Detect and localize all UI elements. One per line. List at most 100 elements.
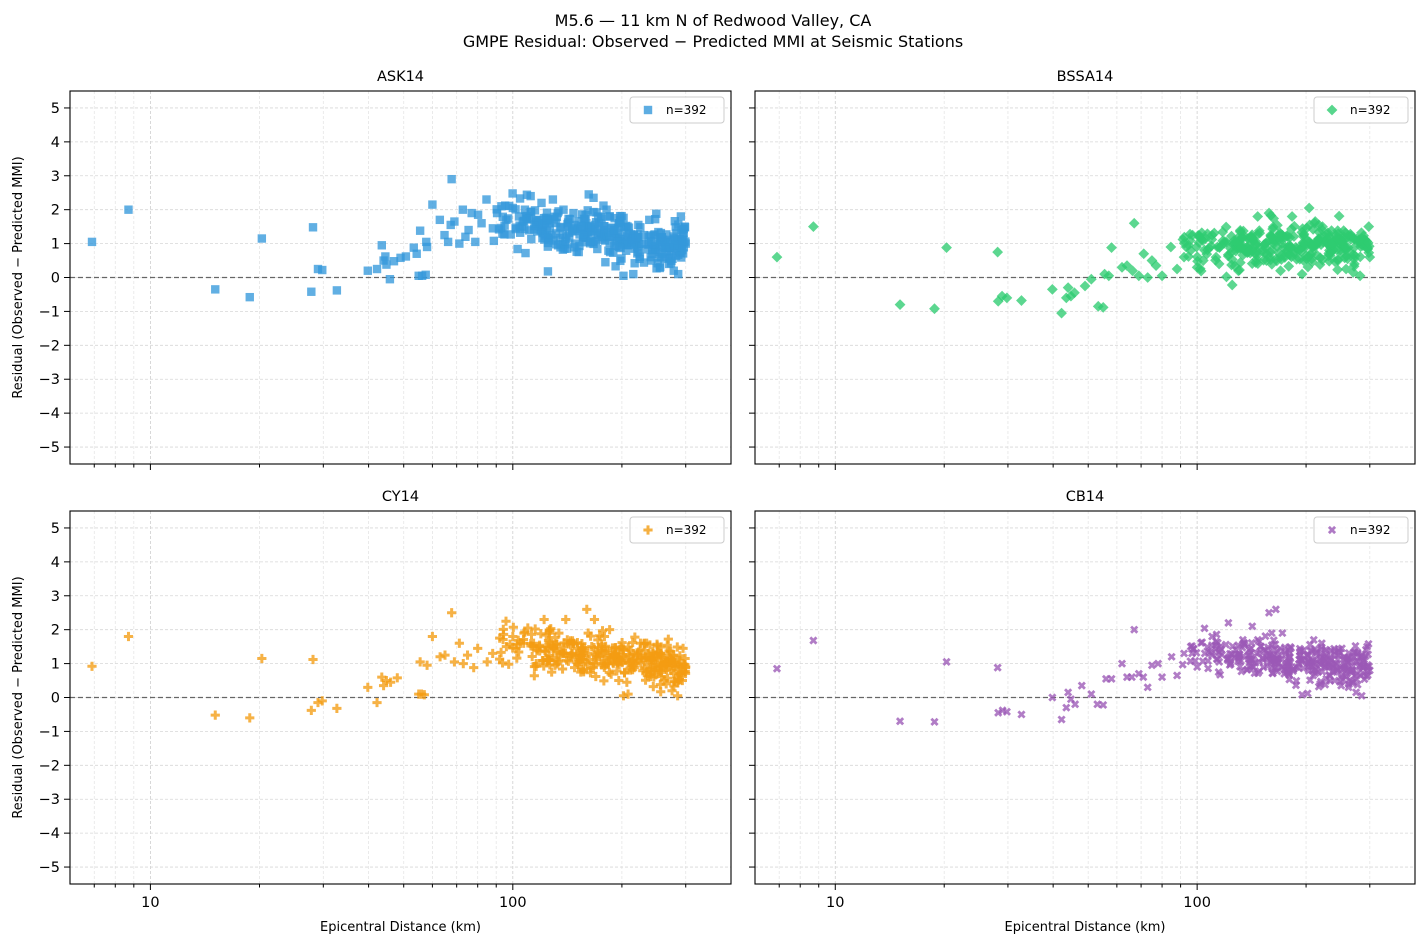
data-point: [1060, 292, 1072, 304]
data-point: [1333, 210, 1345, 222]
data-point: [593, 635, 603, 645]
data-point: [1147, 661, 1157, 670]
data-point: [551, 229, 561, 238]
data-point: [618, 650, 628, 660]
data-point: [504, 214, 513, 223]
data-point: [668, 650, 679, 660]
data-point: [518, 634, 529, 645]
data-point: [313, 697, 323, 708]
data-point: [1178, 237, 1190, 249]
data-point: [655, 680, 665, 690]
data-point: [585, 668, 596, 678]
data-point: [1157, 673, 1167, 682]
data-point: [602, 658, 612, 669]
data-point: [942, 657, 951, 666]
data-point: [1266, 244, 1278, 256]
data-point: [579, 231, 588, 241]
data-point: [1213, 638, 1222, 648]
data-point: [616, 642, 626, 652]
data-point: [577, 665, 587, 675]
data-point: [941, 242, 952, 254]
data-point: [372, 264, 382, 274]
data-point: [597, 660, 607, 670]
data-point: [1291, 681, 1301, 690]
data-point: [616, 216, 625, 225]
data-point: [1180, 241, 1192, 253]
data-point: [498, 624, 508, 634]
data-point: [1321, 645, 1330, 654]
data-point: [317, 696, 327, 706]
data-point: [680, 653, 690, 664]
data-point: [648, 648, 658, 659]
data-point: [435, 215, 445, 225]
data-point: [458, 205, 468, 214]
data-point: [548, 195, 558, 204]
legend-box: [1313, 516, 1409, 544]
data-point: [440, 650, 450, 660]
data-point: [1337, 681, 1346, 690]
data-point: [809, 636, 818, 645]
data-point: [1200, 624, 1209, 633]
data-point: [673, 269, 683, 279]
data-point: [513, 244, 522, 254]
data-point: [669, 668, 679, 679]
y-tick-label: 2: [51, 203, 60, 219]
data-point: [1017, 710, 1026, 719]
data-point: [1203, 242, 1215, 254]
data-point: [501, 642, 511, 652]
data-point: [530, 624, 540, 634]
data-point: [1228, 235, 1240, 246]
data-point: [1275, 250, 1287, 262]
data-point: [332, 703, 342, 713]
data-point: [308, 654, 318, 665]
data-point: [1348, 253, 1360, 265]
data-point: [1363, 667, 1373, 676]
data-point: [1261, 248, 1273, 260]
data-point: [568, 225, 577, 234]
data-point: [1217, 226, 1229, 238]
data-point: [807, 221, 819, 233]
data-point: [1206, 648, 1216, 657]
data-point: [1348, 260, 1360, 272]
data-point: [604, 651, 614, 661]
data-point: [605, 625, 615, 635]
data-point: [610, 241, 619, 251]
data-point: [467, 208, 476, 218]
data-point: [519, 216, 529, 226]
data-point: [508, 622, 518, 632]
data-point: [609, 248, 618, 257]
data-point: [1226, 259, 1238, 271]
data-point: [1225, 649, 1235, 658]
data-point: [1332, 254, 1344, 265]
data-point: [526, 629, 537, 640]
scatter-series: [772, 605, 1374, 727]
figure-title-line1: M5.6 — 11 km N of Redwood Valley, CA: [555, 11, 872, 30]
data-point: [1304, 219, 1316, 231]
data-point: [557, 664, 568, 674]
data-point: [556, 243, 565, 252]
subplot-ask14: −5 −4 −3 −2 −1 0 1 2 3 4 5 ASK14 Residual (Observed …: [11, 69, 732, 470]
data-point: [1327, 655, 1336, 664]
data-point: [473, 643, 483, 653]
data-point: [666, 666, 676, 676]
data-point: [1316, 679, 1325, 689]
data-point: [500, 201, 510, 210]
data-point: [587, 642, 597, 652]
data-point: [543, 642, 553, 652]
data-point: [1309, 217, 1320, 229]
data-point: [549, 640, 559, 650]
data-point: [1354, 251, 1366, 263]
data-point: [645, 671, 656, 682]
subplot-title: ASK14: [377, 69, 424, 85]
data-point: [1339, 662, 1348, 671]
y-tick-label: 1: [51, 237, 60, 253]
data-point: [530, 206, 540, 215]
data-point: [1064, 688, 1073, 697]
data-point: [677, 235, 686, 245]
data-point: [635, 645, 645, 655]
data-point: [1202, 228, 1213, 240]
data-point: [504, 659, 514, 669]
data-point: [427, 631, 438, 642]
data-point: [1062, 703, 1071, 712]
